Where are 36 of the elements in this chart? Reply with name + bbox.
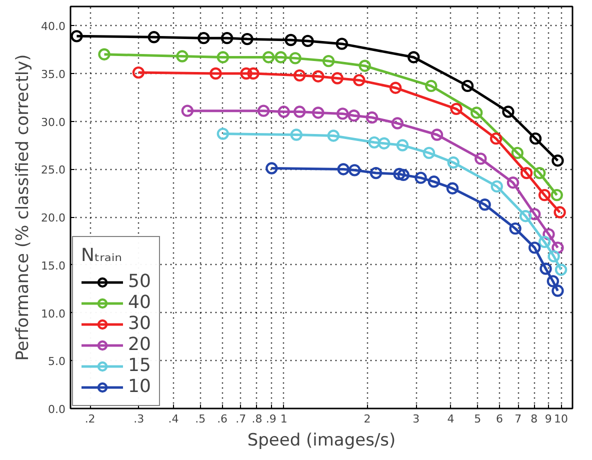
x-tick-label: 8 xyxy=(530,412,538,426)
x-tick-label: .5 xyxy=(195,412,206,426)
legend-label: 50 xyxy=(128,271,151,292)
x-tick-label: 6 xyxy=(496,412,504,426)
legend-label: 10 xyxy=(128,376,151,397)
x-axis-title: Speed (images/s) xyxy=(247,430,396,450)
x-tick-label: 9 xyxy=(544,412,552,426)
y-tick-label: 15.0 xyxy=(41,259,66,272)
legend-label: 15 xyxy=(128,355,151,376)
y-tick-label: 10.0 xyxy=(41,307,66,320)
x-tick-label: .6 xyxy=(217,412,228,426)
y-tick-label: 5.0 xyxy=(48,355,66,368)
x-tick-label: 4 xyxy=(447,412,454,426)
y-tick-label: 30.0 xyxy=(41,116,66,129)
x-tick-label: .9 xyxy=(266,412,276,426)
x-tick-label: 5 xyxy=(474,412,482,426)
x-tick-label: .8 xyxy=(252,412,262,426)
x-tick-label: .3 xyxy=(134,412,144,426)
y-tick-label: 25.0 xyxy=(41,164,66,177)
y-tick-label: 40.0 xyxy=(41,20,66,34)
legend-label: 30 xyxy=(128,313,151,334)
x-tick-label: 3 xyxy=(412,412,420,426)
x-tick-label: 1 xyxy=(280,412,288,426)
x-tick-label: 2 xyxy=(364,412,371,426)
x-tick-label: 7 xyxy=(514,412,522,426)
legend-label: 20 xyxy=(128,334,151,355)
y-tick-label: 35.0 xyxy=(41,68,66,81)
y-tick-label: 0.0 xyxy=(48,403,66,416)
legend-title: Nₜᵣₐᵢₙ xyxy=(81,245,123,266)
y-axis-title: Performance (% classified correctly) xyxy=(13,54,34,361)
x-tick-label: .7 xyxy=(236,412,246,426)
y-tick-label: 20.0 xyxy=(41,212,66,225)
x-tick-label: 10 xyxy=(554,412,568,426)
x-tick-label: .2 xyxy=(84,412,96,426)
x-tick-label: .4 xyxy=(168,412,179,426)
legend-label: 40 xyxy=(128,292,151,313)
